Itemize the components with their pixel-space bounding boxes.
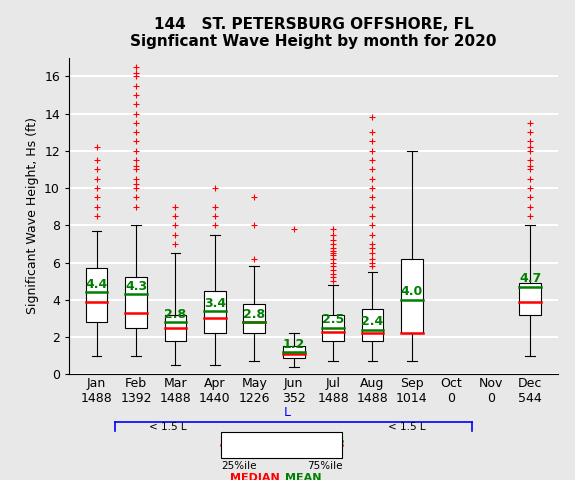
- Text: 25%ile: 25%ile: [221, 461, 257, 471]
- Text: MEDIAN: MEDIAN: [231, 473, 280, 480]
- Text: 4.0: 4.0: [401, 286, 423, 299]
- Text: 4.7: 4.7: [519, 272, 541, 285]
- Bar: [243, 303, 265, 334]
- Bar: [86, 268, 108, 322]
- Text: 2.5: 2.5: [322, 313, 344, 326]
- Text: 3.4: 3.4: [204, 297, 226, 310]
- Text: 2.8: 2.8: [243, 308, 265, 321]
- Title: 144   ST. PETERSBURG OFFSHORE, FL
Signficant Wave Height by month for 2020: 144 ST. PETERSBURG OFFSHORE, FL Signfica…: [130, 17, 497, 49]
- Bar: [401, 259, 423, 334]
- Text: < 1.5 L: < 1.5 L: [388, 422, 426, 432]
- Text: < 1.5 L: < 1.5 L: [150, 422, 187, 432]
- Bar: [125, 277, 147, 328]
- Bar: [164, 315, 186, 341]
- Text: 2.4: 2.4: [361, 315, 384, 328]
- Bar: [362, 309, 384, 341]
- Text: 2.8: 2.8: [164, 308, 186, 321]
- Text: 1.2: 1.2: [282, 337, 305, 350]
- Text: 75%ile: 75%ile: [306, 461, 342, 471]
- Text: MEAN: MEAN: [285, 473, 322, 480]
- Bar: [204, 290, 225, 334]
- Text: 4.4: 4.4: [86, 278, 108, 291]
- Text: 4.3: 4.3: [125, 280, 147, 293]
- Text: L: L: [284, 406, 291, 419]
- Y-axis label: Significant Wave Height, Hs (ft): Significant Wave Height, Hs (ft): [25, 118, 39, 314]
- Bar: [322, 315, 344, 341]
- Bar: [283, 347, 305, 358]
- Bar: [519, 283, 541, 315]
